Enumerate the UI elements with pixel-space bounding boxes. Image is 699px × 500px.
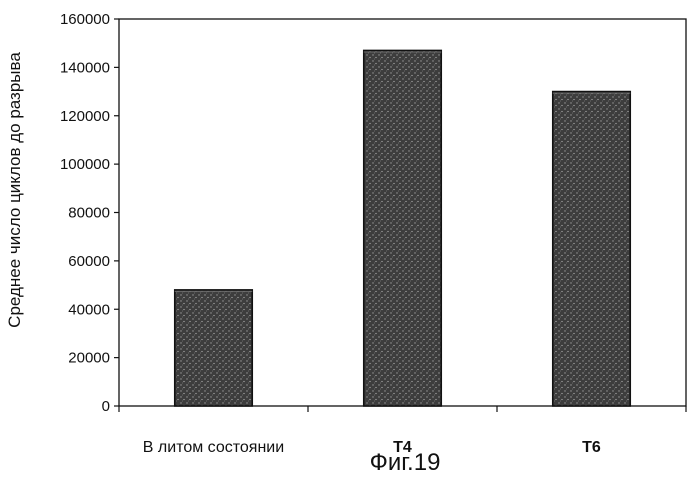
bar-1 — [173, 289, 254, 407]
y-tick-label: 120000 — [60, 108, 110, 125]
y-axis-ticks: 0 20000 40000 60000 80000 100000 120000 140000 1… — [60, 11, 119, 415]
y-tick-label: 140000 — [60, 59, 110, 76]
y-tick-label: 60000 — [68, 253, 110, 270]
x-category-label: T6 — [582, 439, 601, 456]
y-axis-label: Среднее число циклов до разрыва — [5, 52, 24, 328]
x-axis-labels: В литом состоянии T4 T6 — [118, 406, 687, 456]
y-tick-label: 40000 — [68, 301, 110, 318]
y-tick-label: 100000 — [60, 156, 110, 173]
x-category-label: T4 — [393, 439, 412, 456]
y-tick-label: 0 — [102, 398, 110, 415]
y-tick-label: 80000 — [68, 205, 110, 222]
x-category-label: В литом состоянии — [143, 439, 284, 456]
figure-caption: Фиг.19 — [370, 449, 441, 476]
bar-2 — [362, 49, 443, 407]
bar-3 — [551, 90, 632, 407]
y-tick-label: 20000 — [68, 350, 110, 367]
y-tick-label: 160000 — [60, 11, 110, 28]
bars — [173, 49, 632, 407]
